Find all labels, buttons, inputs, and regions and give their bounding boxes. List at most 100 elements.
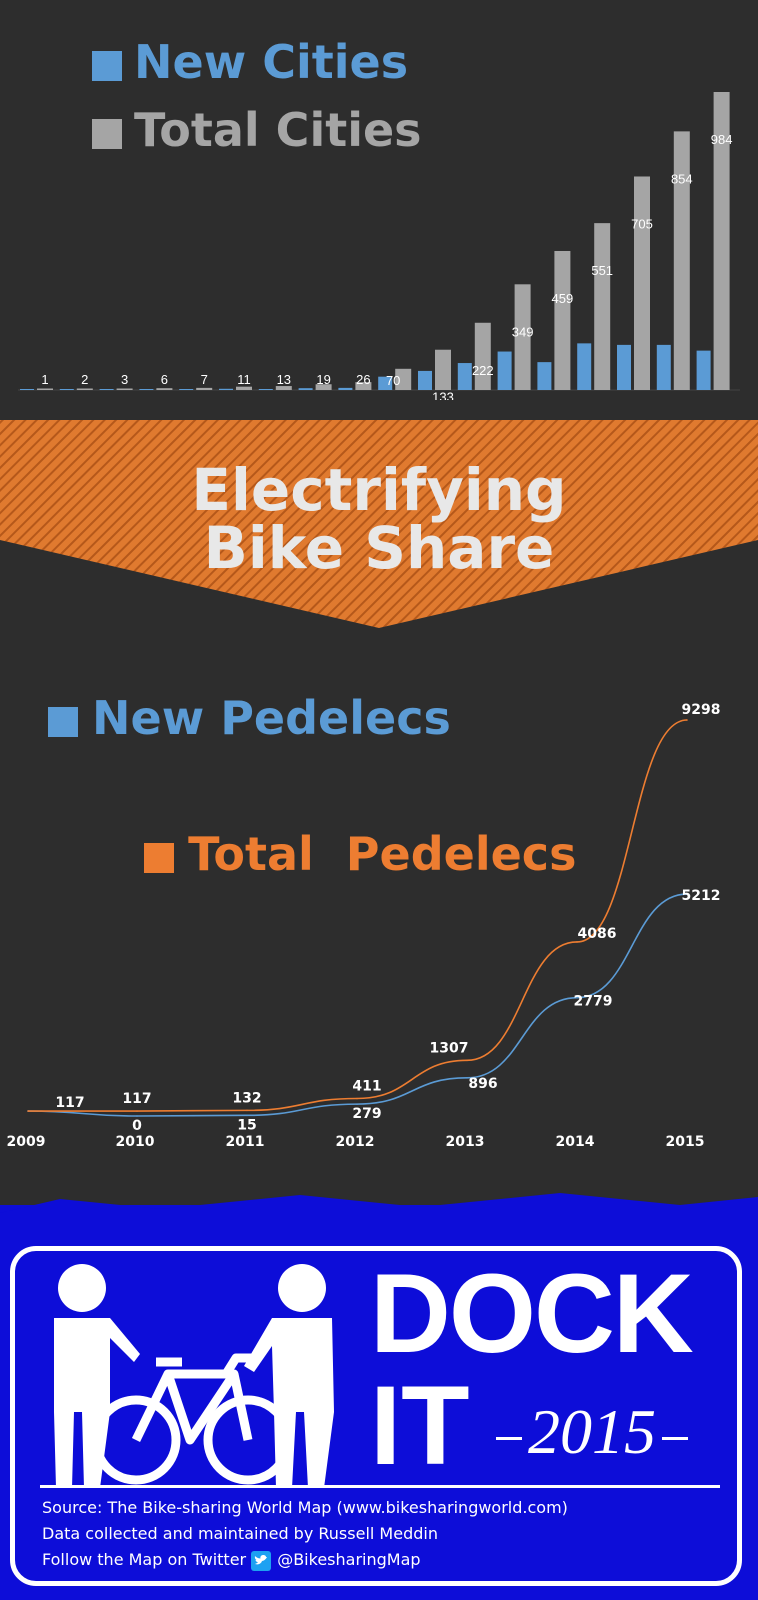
total-pedelecs-data-label: 9298: [682, 702, 721, 718]
new-cities-bar: [617, 344, 631, 390]
total-pedelecs-line: [28, 719, 688, 1112]
follow-text: Follow the Map on Twitter: [42, 1550, 247, 1569]
legend-item-new-pedelecs: New Pedelecs: [48, 686, 576, 750]
pedestrian-icon: [54, 1264, 140, 1488]
total-cities-bar: [116, 388, 133, 390]
x-tick-label: 2011: [226, 1134, 265, 1150]
total-cities-data-label: 19: [316, 372, 330, 387]
total-cities-data-label: 26: [356, 372, 370, 387]
sign-year-text: 2015: [528, 1396, 656, 1467]
total-pedelecs-data-label: 1307: [430, 1040, 469, 1056]
year-dash: [496, 1436, 522, 1440]
new-pedelecs-point: [576, 996, 578, 999]
total-pedelecs-point: [356, 1097, 358, 1100]
banner-chevron: Electrifying Bike Share: [0, 420, 758, 628]
dock-it-sign: [10, 1246, 742, 1586]
banner-title-line2: Bike Share: [204, 514, 555, 582]
follow-line: Follow the Map on Twitter @BikesharingMa…: [42, 1550, 421, 1571]
banner-title-line1: Electrifying: [191, 456, 566, 524]
x-tick-label: 2010: [116, 1134, 155, 1150]
total-cities-data-label: 2: [81, 372, 88, 387]
total-cities-data-label: 1: [41, 372, 48, 387]
total-cities-data-label: 3: [121, 372, 128, 387]
new-cities-bar: [258, 389, 273, 390]
new-cities-bar: [457, 363, 472, 390]
twitter-handle[interactable]: @BikesharingMap: [277, 1550, 421, 1569]
new-cities-bar: [298, 388, 313, 390]
new-cities-bar: [696, 350, 711, 390]
new-pedelecs-data-label: 2779: [574, 994, 613, 1010]
new-pedelecs-data-label: 5212: [682, 888, 721, 904]
pedelecs-legend: New Pedelecs Total Pedelecs: [48, 686, 576, 950]
legend-label-total-pedelecs: Total Pedelecs: [188, 827, 577, 881]
x-tick-label: 2014: [556, 1134, 595, 1150]
legend-swatch: [92, 50, 122, 81]
new-cities-bar: [577, 343, 592, 390]
cities-legend: New Cities Total Cities: [92, 30, 422, 162]
total-pedelecs-data-label: 132: [232, 1090, 261, 1106]
total-cities-data-label: 222: [472, 363, 494, 378]
sign-divider: [40, 1485, 720, 1488]
cities-bar-chart: 1 2 3 6 7 11 13 19 26 70 133 222 349 459 551 705 854 984: [18, 92, 740, 400]
new-pedelecs-data-label: 896: [468, 1076, 497, 1092]
total-pedelecs-data-label: 4086: [578, 926, 617, 942]
total-pedelecs-point: [27, 1110, 29, 1112]
new-pedelecs-point: [356, 1103, 358, 1105]
total-pedelecs-point: [466, 1059, 468, 1062]
total-cities-bar: [236, 386, 252, 390]
source-text: Source: The Bike-sharing World Map (www.…: [42, 1498, 568, 1517]
total-cities-bar: [196, 387, 213, 390]
legend-swatch: [144, 842, 175, 873]
legend-label-new-cities: New Cities: [134, 35, 409, 89]
new-pedelecs-data-label: 279: [352, 1106, 381, 1122]
legend-label-total-cities: Total Cities: [134, 103, 422, 157]
legend-item-total-cities: Total Cities: [92, 98, 422, 162]
banner-shape: [0, 420, 758, 628]
new-cities-bar: [219, 388, 233, 390]
total-cities-data-label: 6: [161, 372, 168, 387]
total-cities-bar: [554, 250, 571, 390]
total-pedelecs-point: [246, 1109, 248, 1112]
x-tick-label: 2015: [666, 1134, 705, 1150]
new-cities-bar: [20, 389, 34, 390]
new-cities-bar: [99, 389, 114, 390]
legend-item-total-pedelecs: Total Pedelecs: [48, 758, 576, 950]
total-cities-data-label: 133: [432, 390, 454, 400]
sign-year: 2015: [490, 1392, 730, 1472]
new-pedelecs-point: [136, 1115, 138, 1117]
new-pedelecs-point: [466, 1077, 468, 1079]
total-pedelecs-point: [686, 719, 688, 721]
total-cities-bar: [76, 388, 93, 390]
twitter-icon[interactable]: [251, 1550, 272, 1571]
total-cities-data-label: 13: [277, 372, 291, 387]
year-dash: [662, 1436, 688, 1440]
new-cities-bar: [179, 389, 194, 390]
new-pedelecs-line: [27, 893, 688, 1117]
new-pedelecs-point: [246, 1114, 248, 1117]
new-cities-bar: [59, 389, 74, 390]
new-cities-bar: [418, 370, 432, 390]
total-cities-bar: [594, 223, 611, 390]
new-pedelecs-data-label: 15: [237, 1117, 256, 1133]
person-with-bicycle-icon: [91, 1264, 334, 1488]
total-cities-bar: [275, 386, 292, 390]
legend-swatch: [48, 706, 78, 737]
new-cities-bar: [656, 344, 671, 390]
total-cities-bar: [37, 388, 53, 390]
footer-top-edge: [0, 1193, 758, 1225]
new-cities-bar: [378, 376, 393, 390]
total-cities-bar: [435, 349, 451, 390]
total-cities-data-label: 70: [386, 373, 400, 388]
new-cities-bar: [338, 387, 353, 390]
total-cities-data-label: 349: [512, 324, 534, 339]
new-cities-bar: [139, 389, 154, 390]
total-pedelecs-point: [576, 941, 578, 943]
total-cities-bar: [634, 176, 650, 390]
x-tick-label: 2009: [7, 1134, 46, 1150]
legend-label-new-pedelecs: New Pedelecs: [92, 691, 451, 745]
total-cities-data-label: 984: [711, 132, 733, 147]
total-cities-bar: [474, 322, 491, 390]
total-cities-data-label: 11: [237, 372, 251, 387]
total-cities-data-label: 459: [552, 291, 574, 306]
